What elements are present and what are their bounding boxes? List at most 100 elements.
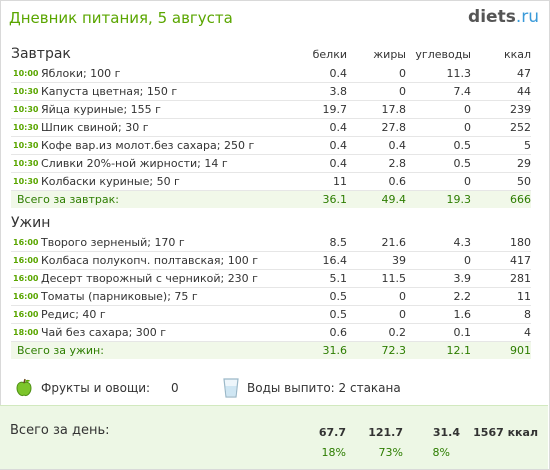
site-logo[interactable]: diets.ru bbox=[468, 7, 539, 27]
row-kcal: 239 bbox=[510, 103, 531, 116]
table-row: 10:30 Шпик свиной; 30 г 0.4 27.8 0 252 bbox=[11, 119, 531, 137]
row-food: Колбаса полукопч. полтавская; 100 г bbox=[41, 254, 259, 267]
dinner-total-carbs: 12.1 bbox=[446, 344, 472, 357]
row-carbs: 0.5 bbox=[453, 157, 472, 170]
dinner-total-label: Всего за ужин: bbox=[17, 344, 104, 357]
row-food: Кофе вар.из молот.без сахара; 250 г bbox=[41, 139, 255, 152]
row-protein: 0.6 bbox=[329, 326, 348, 339]
day-total-label: Всего за день: bbox=[10, 423, 110, 438]
row-fat: 0 bbox=[399, 290, 406, 303]
row-kcal: 180 bbox=[510, 236, 531, 249]
row-time: 16:00 bbox=[13, 310, 39, 319]
row-kcal: 8 bbox=[524, 308, 531, 321]
row-fat: 17.8 bbox=[381, 103, 407, 116]
row-time: 16:00 bbox=[13, 256, 39, 265]
dinner-total-kcal: 901 bbox=[510, 344, 531, 357]
row-carbs: 0.5 bbox=[453, 139, 472, 152]
breakfast-total-label: Всего за завтрак: bbox=[17, 193, 120, 206]
row-protein: 16.4 bbox=[322, 254, 348, 267]
row-fat: 0 bbox=[399, 308, 406, 321]
breakfast-total-carbs: 19.3 bbox=[446, 193, 472, 206]
row-carbs: 0 bbox=[464, 103, 471, 116]
water-drunk-text: Воды выпито: 2 стакана bbox=[247, 381, 401, 395]
dinner-total-protein: 31.6 bbox=[322, 344, 348, 357]
row-kcal: 29 bbox=[517, 157, 531, 170]
breakfast-total-kcal: 666 bbox=[510, 193, 531, 206]
logo-main: diets bbox=[468, 7, 516, 27]
row-carbs: 0.1 bbox=[453, 326, 472, 339]
row-food: Творого зерненый; 170 г bbox=[41, 236, 185, 249]
row-protein: 0.4 bbox=[329, 139, 348, 152]
row-protein: 0.5 bbox=[329, 290, 348, 303]
row-carbs: 7.4 bbox=[453, 85, 472, 98]
row-carbs: 11.3 bbox=[446, 67, 472, 80]
table-row: 16:00 Десерт творожный с черникой; 230 г… bbox=[11, 270, 531, 288]
row-kcal: 4 bbox=[524, 326, 531, 339]
dinner-total-row: Всего за ужин: 31.6 72.3 12.1 901 bbox=[11, 342, 531, 359]
table-row: 10:30 Кофе вар.из молот.без сахара; 250 … bbox=[11, 137, 531, 155]
row-fat: 27.8 bbox=[381, 121, 407, 134]
row-carbs: 3.9 bbox=[453, 272, 472, 285]
day-total-carbs: 31.4 bbox=[432, 426, 460, 439]
row-protein: 19.7 bbox=[322, 103, 348, 116]
row-time: 18:00 bbox=[13, 328, 39, 337]
table-row: 16:00 Творого зерненый; 170 г 8.5 21.6 4… bbox=[11, 234, 531, 252]
breakfast-total-row: Всего за завтрак: 36.1 49.4 19.3 666 bbox=[11, 191, 531, 208]
daily-stats: Фрукты и овощи: 0 Воды выпито: 2 стакана bbox=[11, 376, 531, 400]
column-header-kcal: ккал bbox=[503, 48, 531, 61]
row-protein: 11 bbox=[333, 175, 347, 188]
row-food: Яйца куриные; 155 г bbox=[41, 103, 161, 116]
row-kcal: 417 bbox=[510, 254, 531, 267]
row-protein: 3.8 bbox=[329, 85, 348, 98]
row-fat: 39 bbox=[392, 254, 406, 267]
row-food: Шпик свиной; 30 г bbox=[41, 121, 149, 134]
day-total-protein: 67.7 bbox=[318, 426, 346, 439]
table-row: 16:00 Томаты (парниковые); 75 г 0.5 0 2.… bbox=[11, 288, 531, 306]
glass-icon bbox=[223, 378, 239, 398]
day-total-panel: Всего за день: 67.7 121.7 31.4 1567 ккал… bbox=[0, 405, 548, 469]
row-fat: 0.4 bbox=[388, 139, 407, 152]
row-food: Редис; 40 г bbox=[41, 308, 106, 321]
header: Дневник питания, 5 августа diets.ru bbox=[1, 1, 549, 35]
row-food: Сливки 20%-ной жирности; 14 г bbox=[41, 157, 228, 170]
row-time: 10:00 bbox=[13, 69, 39, 78]
row-protein: 0.5 bbox=[329, 308, 348, 321]
row-food: Десерт творожный с черникой; 230 г bbox=[41, 272, 258, 285]
logo-suffix: .ru bbox=[515, 7, 539, 27]
row-time: 16:00 bbox=[13, 292, 39, 301]
section-title-breakfast: Завтрак bbox=[11, 46, 71, 62]
row-fat: 11.5 bbox=[381, 272, 407, 285]
row-food: Яблоки; 100 г bbox=[41, 67, 121, 80]
row-fat: 0.6 bbox=[388, 175, 407, 188]
row-kcal: 11 bbox=[517, 290, 531, 303]
row-fat: 2.8 bbox=[388, 157, 407, 170]
row-fat: 21.6 bbox=[381, 236, 407, 249]
row-protein: 0.4 bbox=[329, 67, 348, 80]
row-time: 10:30 bbox=[13, 123, 39, 132]
row-kcal: 44 bbox=[517, 85, 531, 98]
fruits-value: 0 bbox=[171, 381, 179, 395]
column-header-carbs: углеводы bbox=[415, 48, 471, 61]
row-time: 16:00 bbox=[13, 238, 39, 247]
row-kcal: 47 bbox=[517, 67, 531, 80]
dinner-total-fat: 72.3 bbox=[381, 344, 407, 357]
row-carbs: 4.3 bbox=[453, 236, 472, 249]
row-time: 10:30 bbox=[13, 87, 39, 96]
row-carbs: 0 bbox=[464, 175, 471, 188]
row-time: 10:30 bbox=[13, 177, 39, 186]
row-time: 16:00 bbox=[13, 274, 39, 283]
column-header-fat: жиры bbox=[373, 48, 406, 61]
row-fat: 0.2 bbox=[388, 326, 407, 339]
row-carbs: 0 bbox=[464, 254, 471, 267]
fruits-label: Фрукты и овощи: bbox=[41, 381, 151, 395]
day-protein-percent: 18% bbox=[321, 446, 346, 459]
row-fat: 0 bbox=[399, 67, 406, 80]
table-row: 16:00 Редис; 40 г 0.5 0 1.6 8 bbox=[11, 306, 531, 324]
day-total-kcal: 1567 ккал bbox=[473, 426, 538, 439]
breakfast-total-protein: 36.1 bbox=[322, 193, 348, 206]
row-kcal: 50 bbox=[517, 175, 531, 188]
row-kcal: 252 bbox=[510, 121, 531, 134]
row-time: 10:30 bbox=[13, 105, 39, 114]
section-title-dinner: Ужин bbox=[11, 215, 51, 231]
row-food: Капуста цветная; 150 г bbox=[41, 85, 178, 98]
